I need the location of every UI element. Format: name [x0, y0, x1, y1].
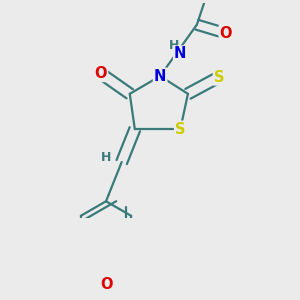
Text: H: H [101, 151, 112, 164]
Text: O: O [100, 277, 112, 292]
Text: H: H [169, 39, 179, 52]
Text: N: N [154, 69, 166, 84]
Text: O: O [220, 26, 232, 41]
Text: S: S [214, 70, 224, 85]
Text: O: O [94, 66, 107, 81]
Text: N: N [174, 46, 187, 62]
Text: S: S [175, 122, 186, 137]
